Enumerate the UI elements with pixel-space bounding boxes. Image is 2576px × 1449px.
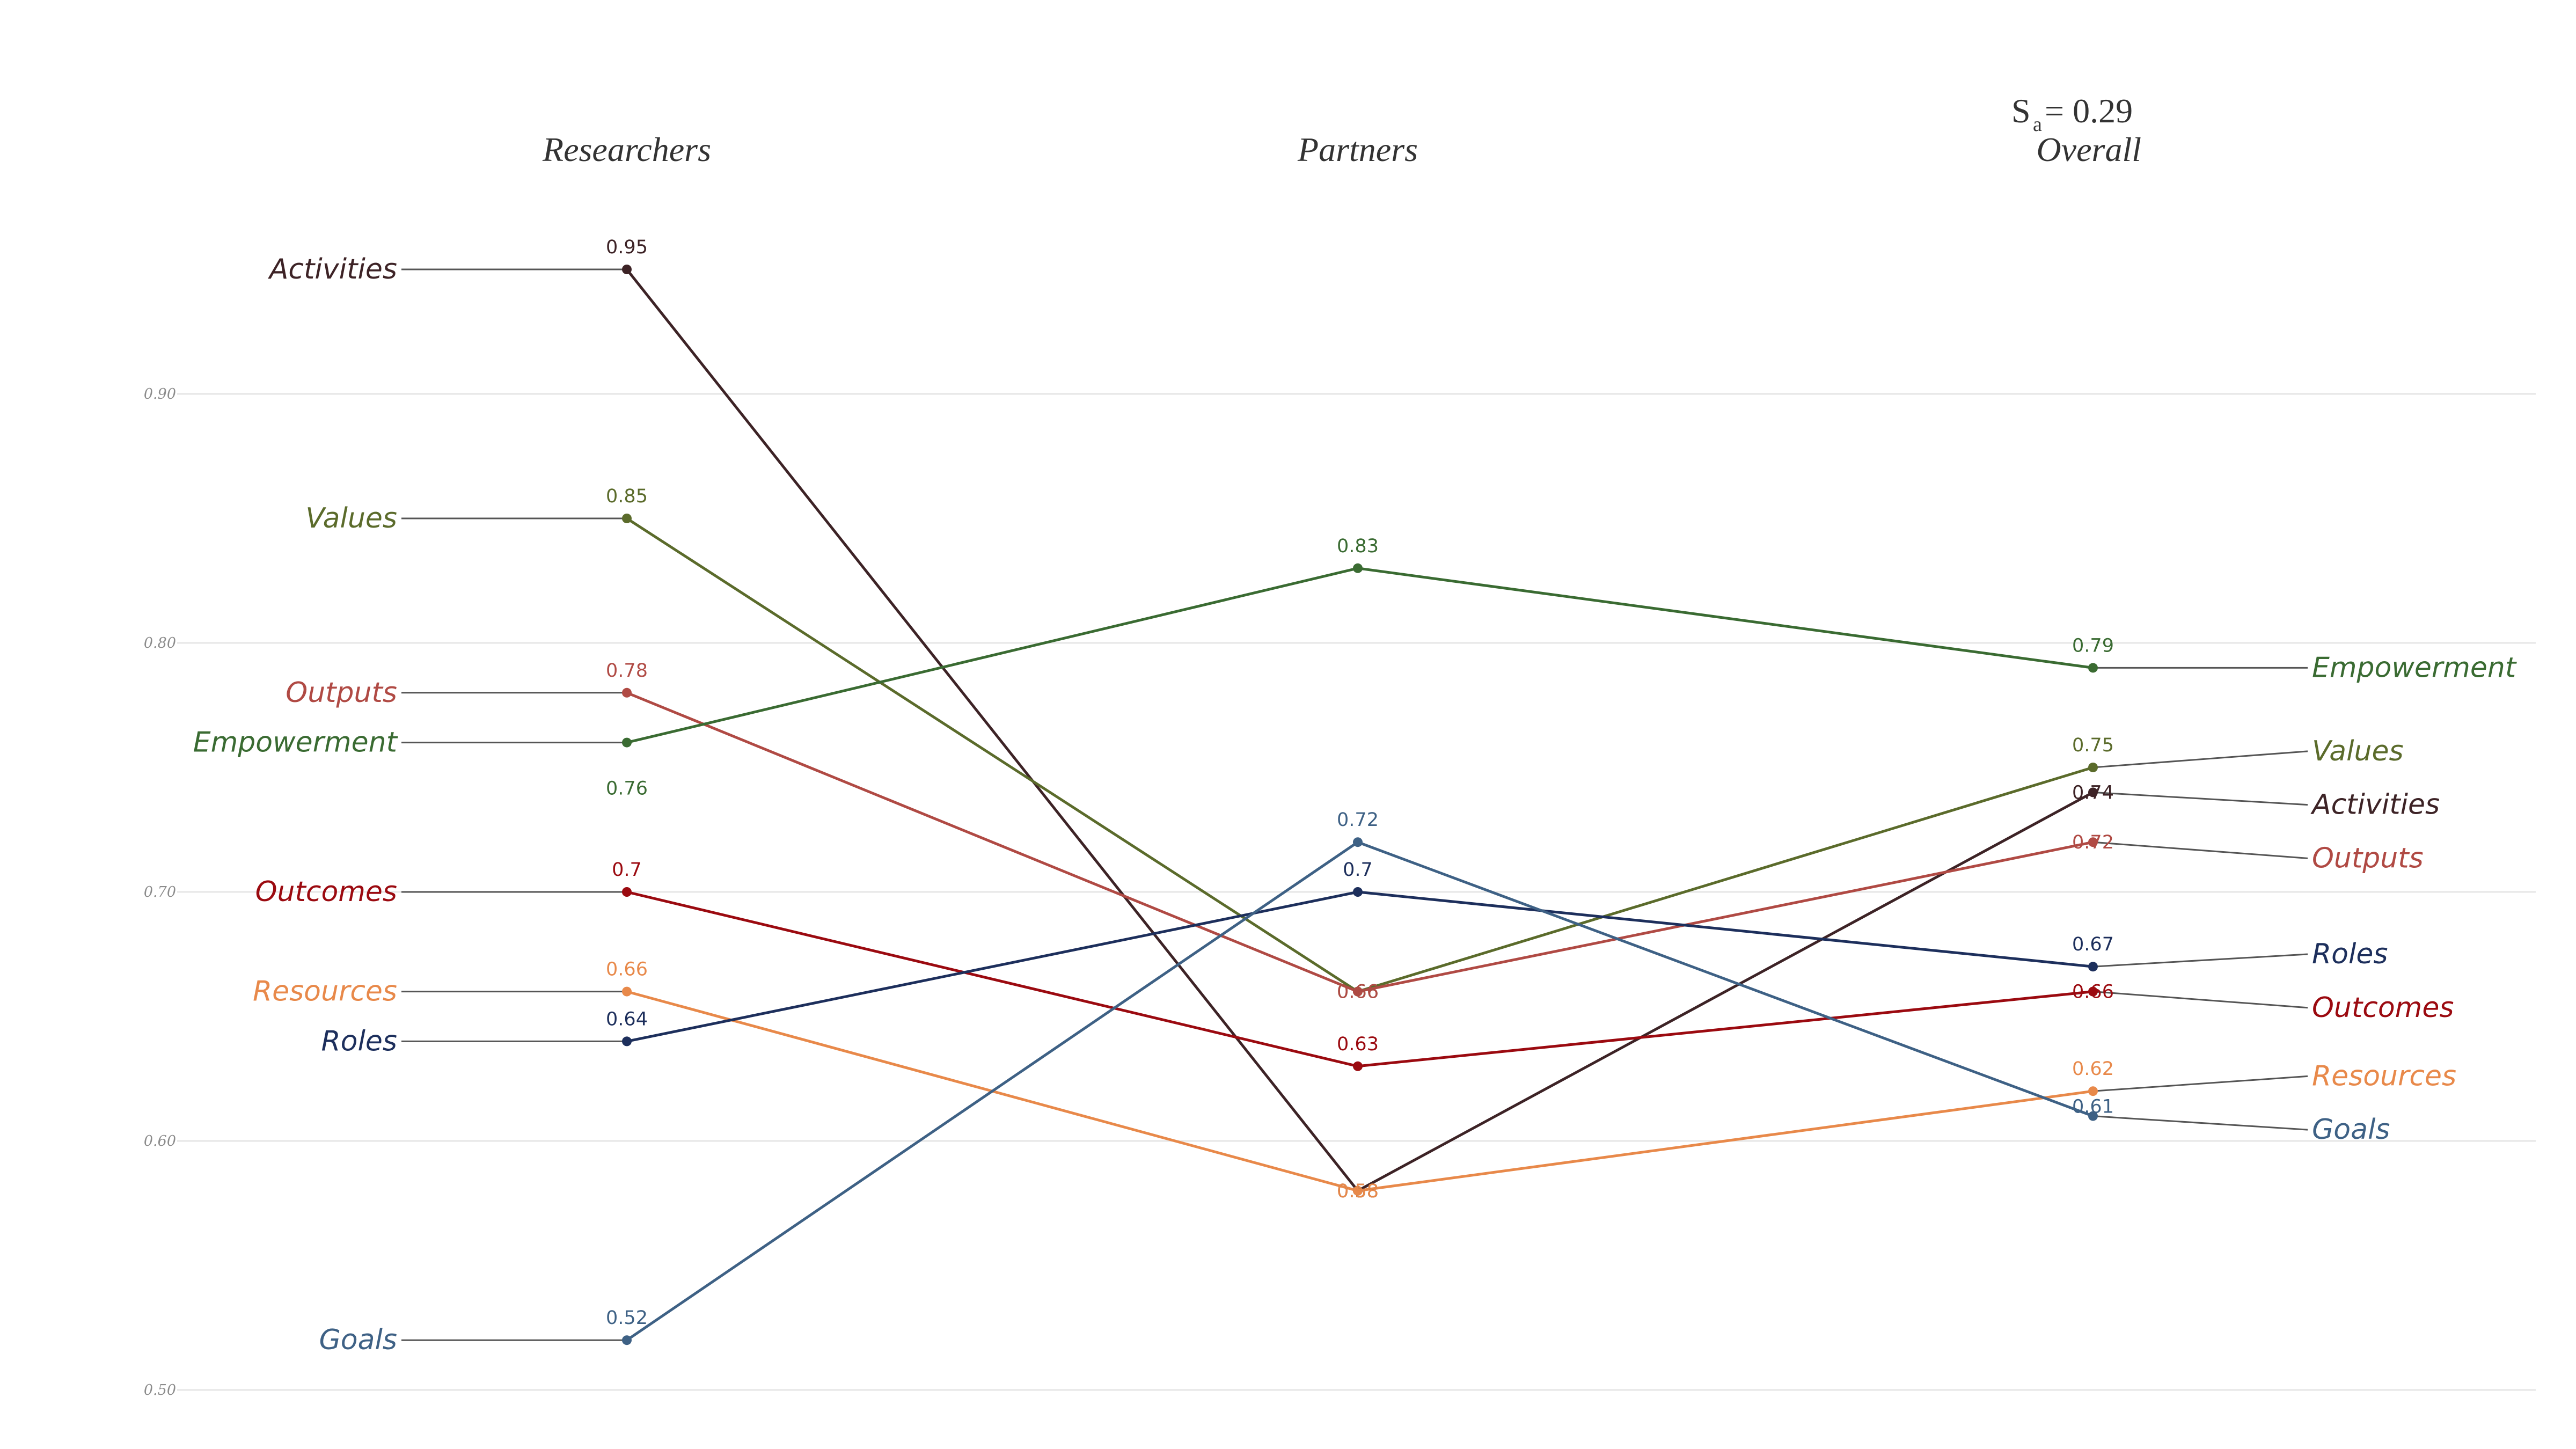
value-label-goals-partners: 0.72 [1337,809,1379,831]
series-label-right-outputs: Outputs [2312,842,2424,874]
value-label-resources-overall: 0.62 [2072,1058,2114,1080]
right-leader-values [2092,750,2308,769]
series-label-left-roles: Roles [321,1025,397,1057]
series-label-left-values: Values [305,502,397,535]
series-line-empowerment [626,567,2094,744]
data-point-roles-researchers [622,1036,632,1046]
series-labels: Activities Activities Values Values Outputs O… [193,253,2517,1356]
data-point-roles-overall [2088,962,2098,972]
series-label-right-resources: Resources [2312,1060,2456,1092]
value-label-outputs-overall: 0.72 [2072,832,2114,853]
data-point-resources-partners [1353,1185,1363,1196]
right-leader-resources [2092,1075,2308,1092]
data-point-goals-researchers [622,1335,632,1345]
data-point-values-overall [2088,763,2098,772]
value-label-outcomes-overall: 0.66 [2072,982,2114,1003]
series-line-goals [626,840,2094,1342]
series-line-values [626,517,2094,993]
data-point-outcomes-partners [1353,1061,1363,1071]
data-point-resources-researchers [622,986,632,997]
stat-symbol: S [2011,92,2031,130]
value-label-roles-overall: 0.67 [2072,934,2114,955]
value-label-empowerment-overall: 0.79 [2072,635,2114,656]
series-label-left-empowerment: Empowerment [193,727,398,759]
value-label-activities-overall: 0.74 [2072,782,2114,803]
data-point-outputs-researchers [622,687,632,698]
value-label-outputs-partners: 0.66 [1337,982,1379,1003]
data-points [622,265,2098,1345]
data-point-empowerment-overall [2088,663,2098,673]
series-label-right-empowerment: Empowerment [2312,652,2517,684]
value-label-activities-researchers: 0.95 [606,237,648,258]
series-label-left-outputs: Outputs [286,677,397,709]
value-label-goals-overall: 0.61 [2072,1096,2114,1118]
right-leader-activities [2092,791,2308,806]
data-point-roles-partners [1353,887,1363,897]
stat-value: = 0.29 [2045,92,2133,130]
value-labels: 0.95 0.58 0.74 0.85 0.66 0.75 0.78 0.66 0.72 0.76… [606,237,2114,1329]
series-label-left-goals: Goals [319,1324,397,1356]
value-label-empowerment-researchers: 0.76 [606,778,648,800]
value-label-goals-researchers: 0.52 [606,1307,648,1329]
value-label-resources-researchers: 0.66 [606,959,648,980]
column-title-researchers: Researchers [542,130,711,169]
y-tick-label: 0.80 [144,635,176,652]
data-point-empowerment-researchers [622,737,632,748]
series-label-right-goals: Goals [2312,1114,2390,1146]
column-title-partners: Partners [1297,130,1418,169]
agreement-statistic: S a = 0.29 [2011,92,2133,136]
data-point-goals-overall [2088,1111,2098,1121]
value-label-values-partners: 0.66 [1337,982,1379,1003]
value-label-values-overall: 0.75 [2072,735,2114,756]
series-label-right-values: Values [2312,735,2404,767]
data-point-outputs-overall [2088,837,2098,847]
data-point-outputs-partners [1353,986,1363,997]
data-point-outcomes-researchers [622,887,632,897]
label-leaders [401,268,2308,1341]
series-line-resources [626,990,2094,1192]
series-label-right-outcomes: Outcomes [2312,992,2454,1024]
column-titles: Researchers Partners Overall S a = 0.29 [542,92,2141,169]
right-leader-goals [2092,1115,2308,1131]
value-label-resources-partners: 0.58 [1337,1181,1379,1202]
series-lines [626,268,2094,1342]
data-point-resources-overall [2088,1086,2098,1096]
value-label-outcomes-partners: 0.63 [1337,1034,1379,1055]
series-label-right-activities: Activities [2310,789,2440,821]
value-label-values-researchers: 0.85 [606,486,648,507]
value-label-roles-researchers: 0.64 [606,1008,648,1030]
data-point-goals-partners [1353,837,1363,847]
y-tick-label: 0.90 [144,386,176,402]
y-tick-label: 0.50 [144,1382,176,1399]
value-label-activities-partners: 0.58 [1337,1181,1379,1202]
y-tick-label: 0.70 [144,884,176,901]
right-leader-outputs [2092,841,2308,859]
series-label-left-activities: Activities [268,253,397,286]
data-point-activities-overall [2088,787,2098,797]
right-leader-roles [2092,953,2308,968]
value-label-roles-partners: 0.7 [1343,859,1373,881]
series-line-roles [626,890,2094,1043]
right-leader-outcomes [2092,991,2308,1009]
stat-subscript: a [2033,113,2042,136]
value-label-empowerment-partners: 0.83 [1337,536,1379,557]
data-point-outcomes-overall [2088,986,2098,997]
series-label-left-outcomes: Outcomes [255,876,397,908]
y-axis-ticks: 0.50 0.60 0.70 0.80 0.90 [144,386,176,1399]
series-label-left-resources: Resources [253,976,397,1008]
column-title-overall: Overall [2037,130,2142,169]
data-point-values-researchers [622,514,632,523]
value-label-outcomes-researchers: 0.7 [612,859,642,881]
series-label-right-roles: Roles [2312,938,2388,970]
data-point-activities-researchers [622,265,632,274]
data-point-empowerment-partners [1353,563,1363,573]
value-label-outputs-researchers: 0.78 [606,660,648,682]
y-tick-label: 0.60 [144,1133,176,1150]
